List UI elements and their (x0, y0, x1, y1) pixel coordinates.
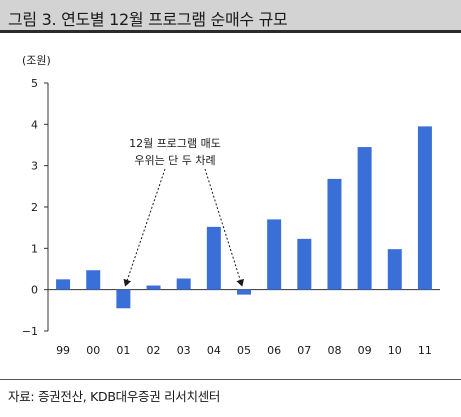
bar-08 (327, 178, 342, 290)
bar-07 (297, 238, 312, 290)
y-tick-label: 1 (31, 242, 38, 255)
y-tick-label: 2 (31, 201, 38, 214)
y-tick-label: 5 (31, 77, 38, 90)
bar-00 (86, 270, 101, 290)
x-tick-label: 04 (207, 344, 221, 357)
x-tick-label: 00 (86, 344, 100, 357)
bar-99 (56, 279, 71, 290)
x-tick-label: 07 (297, 344, 311, 357)
annotation-text-line: 12월 프로그램 매도 (129, 137, 221, 150)
x-tick-label: 10 (388, 344, 402, 357)
source-note: 자료: 증권전산, KDB대우증권 리서치센터 (8, 389, 221, 404)
y-axis-unit-label: (조원) (22, 54, 51, 67)
bar-03 (176, 278, 191, 290)
y-tick-label: −1 (22, 325, 38, 338)
x-tick-label: 06 (267, 344, 281, 357)
bar-01 (116, 289, 131, 309)
y-tick-label: 4 (31, 118, 38, 131)
bar-02 (146, 285, 161, 290)
x-tick-label: 02 (147, 344, 161, 357)
y-tick-label: 0 (31, 284, 38, 297)
chart-area: (조원) −1 0 1 2 3 4 5 99 00 01 02 03 04 05 06 07 08 09 10 11 12… (0, 36, 461, 378)
bar-10 (387, 249, 402, 290)
x-tick-label: 03 (177, 344, 191, 357)
bar-09 (357, 147, 372, 290)
y-tick-label: 3 (31, 160, 38, 173)
x-tick-label: 08 (327, 344, 341, 357)
chart-title: 그림 3. 연도별 12월 프로그램 순매수 규모 (8, 10, 288, 29)
annotation-arrow-05 (204, 168, 244, 287)
bar-05 (237, 289, 251, 295)
x-tick-label: 11 (418, 344, 432, 357)
x-tick-label: 09 (358, 344, 372, 357)
bar-11 (417, 126, 432, 290)
x-tick-label: 05 (237, 344, 251, 357)
bar-06 (267, 219, 282, 290)
bar-04 (206, 226, 221, 290)
title-bar: 그림 3. 연도별 12월 프로그램 순매수 규모 (0, 0, 461, 33)
annotation-arrow-01 (123, 168, 166, 287)
annotation-text-line: 우위는 단 두 차례 (134, 154, 215, 167)
x-tick-label: 99 (56, 344, 70, 357)
source-divider (0, 379, 461, 380)
x-tick-label: 01 (116, 344, 130, 357)
